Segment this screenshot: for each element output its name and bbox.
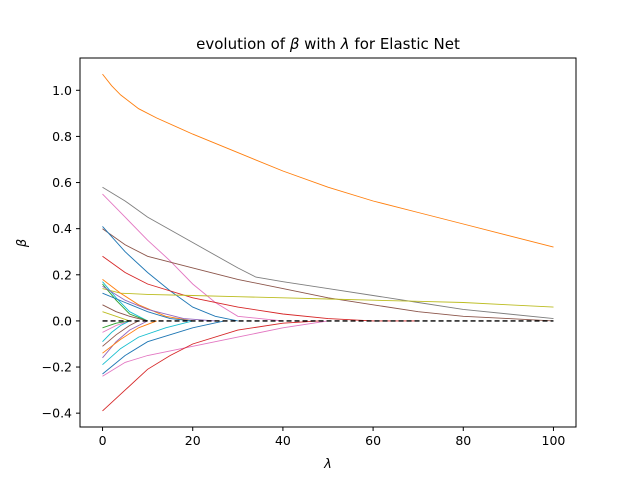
series-line-9 xyxy=(102,281,148,322)
y-tick-label: 1.0 xyxy=(52,83,72,98)
y-tick-label: −0.2 xyxy=(42,360,72,375)
series-line-4 xyxy=(102,228,554,322)
series-line-14 xyxy=(102,311,130,322)
x-tick-label: 100 xyxy=(542,433,566,448)
series-line-21 xyxy=(102,320,225,375)
x-tick-label: 20 xyxy=(185,433,201,448)
series-line-13 xyxy=(102,304,148,322)
series-line-23 xyxy=(102,320,320,412)
series-line-2 xyxy=(102,186,554,320)
series-line-19 xyxy=(102,320,148,359)
y-tick-label: −0.4 xyxy=(42,406,72,421)
series-line-1 xyxy=(102,73,554,248)
axes-frame xyxy=(79,57,577,428)
series-line-18 xyxy=(102,320,139,347)
series-line-20 xyxy=(102,320,193,366)
series-line-17 xyxy=(102,320,130,343)
x-axis-label: λ xyxy=(323,457,332,472)
y-tick-label: 0.2 xyxy=(52,267,72,282)
chart-title: evolution of β with λ for Elastic Net xyxy=(196,35,460,53)
y-axis-label: β xyxy=(15,239,30,248)
series-line-24 xyxy=(102,320,157,354)
x-tick-label: 40 xyxy=(275,433,291,448)
series-lines xyxy=(102,73,554,412)
series-line-22 xyxy=(102,320,329,377)
x-tick-label: 0 xyxy=(99,433,107,448)
plot-area xyxy=(79,57,577,428)
y-tick-label: 0.0 xyxy=(52,313,72,328)
series-line-7 xyxy=(102,288,554,308)
y-tick-label: 0.6 xyxy=(52,175,72,190)
series-line-6 xyxy=(102,255,419,322)
x-axis: 0 20 40 60 80 100 xyxy=(99,427,566,448)
x-tick-label: 80 xyxy=(455,433,471,448)
y-axis: −0.4 −0.2 0.0 0.2 0.4 0.6 0.8 1.0 xyxy=(42,83,80,421)
series-line-8 xyxy=(102,279,193,322)
series-line-16 xyxy=(102,320,130,333)
y-tick-label: 0.4 xyxy=(52,221,72,236)
series-line-10 xyxy=(102,283,148,322)
series-line-12 xyxy=(102,292,193,322)
series-line-3 xyxy=(102,193,283,322)
series-line-11 xyxy=(102,285,216,322)
series-line-15 xyxy=(102,320,130,329)
x-tick-label: 60 xyxy=(365,433,381,448)
y-tick-label: 0.8 xyxy=(52,129,72,144)
